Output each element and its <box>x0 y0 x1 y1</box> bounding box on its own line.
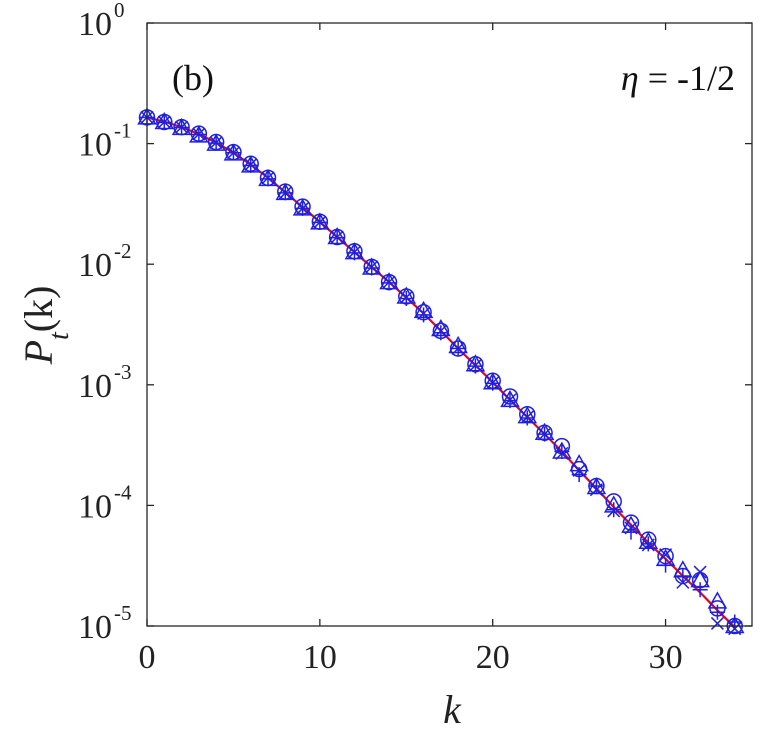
plus-marker <box>416 307 432 323</box>
plot-frame <box>146 22 753 627</box>
cross-marker <box>261 171 275 185</box>
x-tick-label: 20 <box>476 639 510 676</box>
cross-marker <box>486 376 500 390</box>
x-axis-label: k <box>443 687 462 732</box>
cross-marker <box>399 290 413 304</box>
plus-marker <box>640 536 656 552</box>
cross-marker <box>192 127 206 141</box>
y-tick-exponent: -4 <box>114 480 132 504</box>
cross-marker <box>209 136 223 150</box>
cross-marker <box>278 186 292 200</box>
cross-marker <box>641 538 655 552</box>
cross-marker <box>503 393 517 407</box>
plus-marker <box>554 443 570 459</box>
cross-marker <box>296 201 310 215</box>
y-tick-label: 10 <box>78 6 112 43</box>
cross-marker <box>244 158 258 172</box>
panel-label: (b) <box>172 58 214 98</box>
cross-marker <box>607 504 621 518</box>
y-tick-label: 10 <box>78 247 112 284</box>
eta-value: = -1/2 <box>639 58 735 98</box>
y-tick-exponent: -5 <box>114 601 132 625</box>
y-tick-exponent: -1 <box>114 119 132 143</box>
plus-marker <box>658 557 674 573</box>
cross-marker <box>157 115 171 129</box>
x-tick-label: 0 <box>139 639 156 676</box>
cross-marker <box>365 260 379 274</box>
y-tick-exponent: 0 <box>114 0 125 22</box>
cross-marker <box>659 548 673 562</box>
plus-marker <box>588 478 604 494</box>
cross-marker <box>451 341 465 356</box>
y-axis-label-main: P <box>16 340 61 365</box>
cross-marker <box>382 275 396 289</box>
cross-marker <box>572 463 586 477</box>
plus-marker <box>692 582 708 598</box>
cross-marker <box>538 427 552 441</box>
cross-marker <box>417 306 431 321</box>
plus-marker <box>727 614 743 630</box>
y-tick-exponent: -2 <box>114 239 132 263</box>
cross-marker <box>434 324 448 338</box>
plus-marker <box>606 502 622 518</box>
y-tick-label: 10 <box>78 609 112 646</box>
fit-curve-layer <box>146 116 736 628</box>
plus-marker <box>364 260 380 276</box>
y-axis-label: Pt(k) <box>16 286 75 366</box>
cross-marker <box>676 575 690 589</box>
plus-marker <box>433 325 449 341</box>
cross-marker <box>555 446 569 460</box>
cross-marker <box>710 616 724 630</box>
y-tick-label: 10 <box>78 488 112 525</box>
cross-marker <box>468 358 482 372</box>
cross-marker <box>520 410 534 424</box>
cross-marker <box>693 565 707 579</box>
cross-marker <box>347 245 361 259</box>
y-axis-label-sub: t <box>44 331 75 340</box>
svg-text:Pt(k): Pt(k) <box>16 286 75 366</box>
x-tick-label: 10 <box>303 639 337 676</box>
y-axis-label-arg: (k) <box>16 286 61 333</box>
x-ticks: 0 10 20 30 <box>139 23 683 676</box>
y-tick-label: 10 <box>78 368 112 405</box>
fit-line <box>146 116 736 628</box>
plus-marker <box>709 604 725 620</box>
eta-annotation: η = -1/2 <box>621 58 735 98</box>
cross-marker <box>589 483 603 497</box>
cross-marker <box>728 622 742 636</box>
cross-marker <box>313 215 327 229</box>
cross-marker <box>330 230 344 244</box>
x-tick-label: 30 <box>649 639 683 676</box>
y-tick-exponent: -3 <box>114 360 132 384</box>
cross-marker <box>226 146 240 160</box>
marker-layer <box>137 107 745 636</box>
y-tick-label: 10 <box>78 127 112 164</box>
cross-marker <box>624 521 638 535</box>
eta-symbol: η <box>621 58 639 98</box>
cross-marker <box>175 120 189 134</box>
plus-marker <box>675 568 691 584</box>
